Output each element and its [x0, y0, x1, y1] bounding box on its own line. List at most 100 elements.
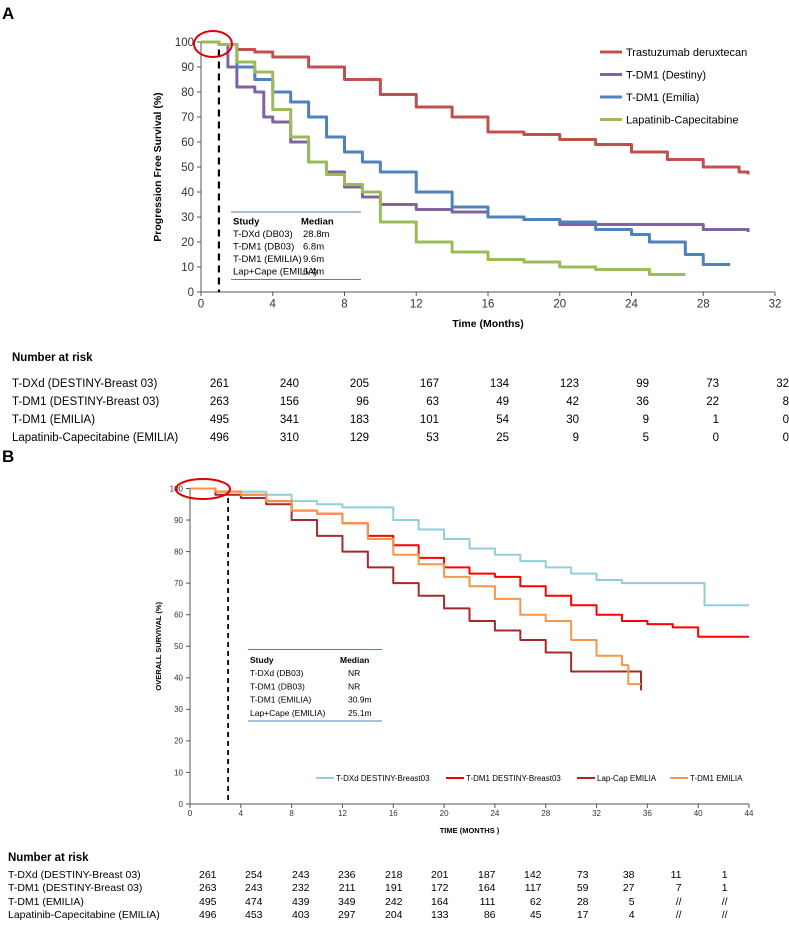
- y-tick-label: 50: [181, 162, 194, 174]
- highlight-ellipse: [193, 30, 233, 58]
- risk-cell: 99: [636, 378, 649, 390]
- risk-row-label: T-DM1 (DESTINY-Breast 03): [12, 396, 160, 408]
- risk-b-title: Number at risk: [8, 852, 89, 864]
- risk-cell: 191: [385, 882, 403, 895]
- risk-cell: 201: [431, 868, 449, 881]
- chart-b-os: 0 4 8 12 16 20 24 28 32 36 40 44 0 10 20 30 40 50 60 70 80 90…: [154, 478, 754, 835]
- risk-cell: 62: [529, 895, 542, 908]
- inset-study-cell: T-DM1 (EMILIA): [250, 695, 312, 705]
- risk-cell: 38: [622, 868, 635, 881]
- risk-cell: 63: [426, 396, 439, 408]
- risk-row-label: Lapatinib-Capecitabine (EMILIA): [12, 432, 179, 444]
- x-tick-label: 0: [198, 299, 204, 311]
- risk-cell: 59: [576, 882, 589, 895]
- legend-label: Trastuzumab deruxtecan: [626, 47, 747, 59]
- risk-cell: 1: [721, 882, 728, 895]
- risk-cell: 187: [478, 868, 496, 881]
- y-tick-label: 100: [175, 37, 194, 49]
- risk-row-label: T-DM1 (DESTINY-Breast 03): [8, 882, 143, 895]
- risk-cell: 156: [279, 396, 299, 408]
- risk-cell: 25: [496, 432, 509, 444]
- inset-study-cell: T-DM1 (DB03): [250, 681, 305, 691]
- y-axis-title: Progression Free Survival (%): [152, 92, 164, 241]
- inset-median-cell: 28.8m: [303, 229, 329, 240]
- risk-cell: 164: [431, 895, 449, 908]
- risk-cell: 261: [199, 868, 217, 881]
- legend-label: T-DXd DESTINY-Breast03: [336, 774, 430, 783]
- series-line: [190, 487, 642, 686]
- risk-cell: 349: [338, 895, 356, 908]
- risk-cell: 439: [292, 895, 310, 908]
- x-axis-title: Time (Months): [452, 318, 524, 330]
- y-tick-label: 20: [174, 737, 183, 746]
- risk-cell: 11: [670, 868, 682, 881]
- risk-cell: 167: [419, 378, 439, 390]
- risk-cell: 495: [199, 895, 217, 908]
- risk-cell: 0: [782, 414, 789, 426]
- y-tick-label: 60: [174, 611, 183, 620]
- risk-cell: 232: [292, 882, 310, 895]
- panel-b-letter: B: [2, 447, 15, 466]
- risk-a-title: Number at risk: [12, 352, 93, 364]
- inset-median-cell: NR: [348, 668, 360, 678]
- risk-cell: 496: [199, 909, 217, 922]
- risk-cell: 263: [209, 396, 229, 408]
- risk-row: T-DM1 (EMILIA) 495 474 439 349 242 164 111 62 28 5…: [8, 895, 728, 909]
- x-tick-label: 28: [697, 299, 710, 311]
- risk-cell: //: [675, 909, 682, 922]
- risk-cell: 111: [479, 895, 496, 908]
- risk-cell: 36: [636, 396, 649, 408]
- legend-label: T-DM1 EMILIA: [690, 774, 743, 783]
- risk-cell: 243: [292, 868, 310, 881]
- risk-cell: 204: [385, 909, 403, 922]
- legend-label: T-DM1 (Emilia): [626, 92, 699, 104]
- risk-cell: 5: [642, 432, 649, 444]
- risk-cell: 133: [431, 909, 449, 922]
- x-tick-label: 32: [769, 299, 782, 311]
- inset-median-cell: 6.8m: [303, 242, 324, 253]
- risk-row-label: Lapatinib-Capecitabine (EMILIA): [8, 909, 160, 922]
- risk-cell: 297: [338, 909, 356, 922]
- risk-cell: 1: [721, 868, 728, 881]
- risk-a-table: T-DXd (DESTINY-Breast 03) 261 240 205 167 134…: [12, 375, 789, 447]
- x-tick-label: 24: [490, 809, 499, 818]
- risk-cell: 172: [431, 882, 449, 895]
- risk-cell: 30: [566, 414, 579, 426]
- y-tick-label: 40: [181, 187, 194, 199]
- inset-study-cell: T-DM1 (EMILIA): [233, 254, 302, 265]
- inset-header-median: Median: [340, 655, 369, 665]
- inset-study-cell: Lap+Cape (EMILIA): [250, 708, 326, 718]
- risk-row-label: T-DXd (DESTINY-Breast 03): [12, 378, 158, 390]
- risk-cell: 73: [706, 378, 719, 390]
- y-tick-label: 30: [181, 212, 194, 224]
- risk-cell: 5: [628, 895, 635, 908]
- risk-cell: 183: [349, 414, 369, 426]
- y-tick-label: 90: [174, 516, 183, 525]
- risk-cell: 54: [496, 414, 509, 426]
- risk-cell: 242: [385, 895, 403, 908]
- risk-cell: //: [721, 909, 728, 922]
- risk-cell: 164: [478, 882, 496, 895]
- inset-header-study: Study: [233, 217, 260, 228]
- y-tick-label: 40: [174, 674, 183, 683]
- y-tick-label: 30: [174, 705, 183, 714]
- risk-cell: 17: [576, 909, 589, 922]
- risk-cell: 310: [279, 432, 299, 444]
- risk-cell: 1: [712, 414, 719, 426]
- risk-cell: 236: [338, 868, 356, 881]
- risk-cell: 243: [245, 882, 263, 895]
- risk-row: T-DM1 (DESTINY-Breast 03) 263 156 96 63 49 42 3…: [12, 393, 789, 411]
- risk-cell: 495: [209, 414, 229, 426]
- x-tick-label: 24: [625, 299, 638, 311]
- risk-cell: 403: [292, 909, 310, 922]
- risk-cell: 32: [776, 378, 789, 390]
- x-tick-label: 44: [745, 809, 754, 818]
- risk-cell: 73: [576, 868, 589, 881]
- y-tick-label: 70: [181, 112, 194, 124]
- x-tick-label: 12: [410, 299, 423, 311]
- inset-study-cell: T-DM1 (DB03): [233, 242, 294, 253]
- y-tick-label: 50: [174, 642, 183, 651]
- x-tick-label: 20: [440, 809, 449, 818]
- risk-row: T-DXd (DESTINY-Breast 03) 261 240 205 167 134…: [12, 375, 789, 393]
- y-tick-label: 60: [181, 137, 194, 149]
